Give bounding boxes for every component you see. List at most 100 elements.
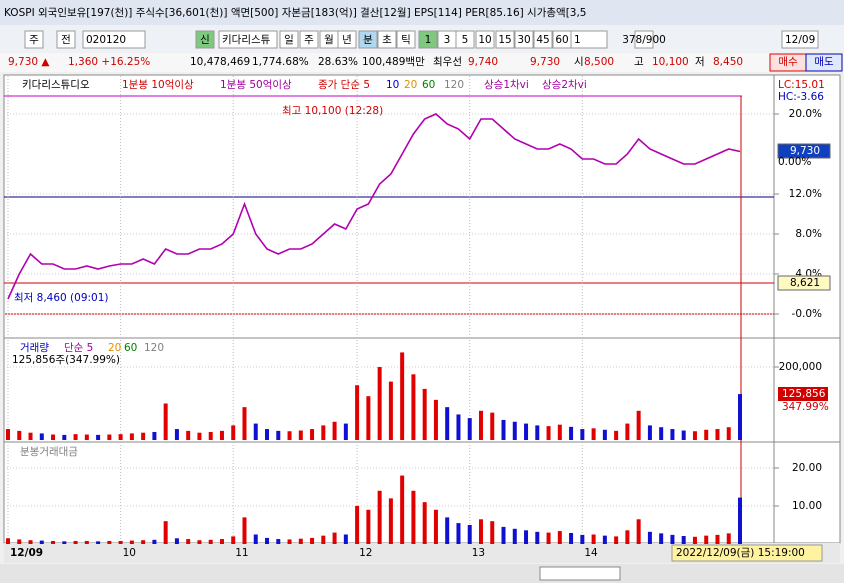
bar	[163, 521, 168, 544]
bar	[422, 388, 427, 440]
side-label: 9,730	[790, 145, 820, 157]
datetime: 2022/12/09(금) 15:19:00	[676, 547, 805, 559]
toolbar-button[interactable]	[24, 30, 44, 49]
quote-item: 시	[574, 56, 584, 68]
toolbar-label: 3	[444, 34, 451, 46]
side-label: 8,621	[790, 277, 820, 289]
toolbar-label: 5	[462, 34, 469, 46]
bar	[186, 430, 191, 440]
bar	[647, 531, 652, 544]
toolbar-button[interactable]	[358, 30, 378, 49]
quote-item: 고	[634, 56, 644, 68]
toolbar-button[interactable]	[418, 30, 438, 49]
bar	[28, 540, 33, 544]
bar	[445, 517, 450, 544]
bar	[715, 429, 720, 440]
toolbar-button[interactable]	[377, 30, 397, 49]
toolbar-label: 378/900	[622, 34, 666, 46]
toolbar-button[interactable]	[570, 30, 608, 49]
annotation: 최저 8,460 (09:01)	[14, 292, 109, 304]
bar	[197, 540, 202, 544]
bar	[715, 534, 720, 544]
bar	[614, 430, 619, 440]
bar	[107, 434, 112, 440]
toolbar-button[interactable]	[475, 30, 495, 49]
bar	[96, 541, 101, 544]
legend-item: 10	[386, 79, 399, 91]
bar	[332, 421, 337, 440]
toolbar-button[interactable]	[299, 30, 319, 49]
bar	[152, 539, 157, 544]
y-tick-label: 200,000	[779, 361, 822, 373]
bar	[704, 429, 709, 440]
bar	[163, 403, 168, 440]
side-label: 0.00%	[778, 156, 811, 168]
toolbar-button[interactable]	[279, 30, 299, 49]
bar	[636, 519, 641, 544]
price-line	[7, 113, 741, 300]
toolbar-button[interactable]	[396, 30, 416, 49]
bar	[400, 475, 405, 544]
legend-item: 120	[444, 79, 464, 91]
bar	[535, 425, 540, 440]
bar	[478, 519, 483, 544]
scrollbar[interactable]	[0, 564, 844, 583]
toolbar-label: 12/09	[785, 34, 815, 46]
toolbar-button[interactable]	[82, 30, 146, 49]
scroll-thumb[interactable]	[539, 566, 621, 581]
x-tick-label: 14	[584, 547, 598, 559]
toolbar-label: 30	[517, 34, 530, 46]
bar	[39, 433, 44, 440]
bar	[231, 536, 236, 544]
bar	[445, 407, 450, 440]
toolbar-button[interactable]	[495, 30, 515, 49]
toolbar-button[interactable]	[781, 30, 819, 49]
bar	[219, 430, 224, 440]
toolbar-label: 년	[342, 34, 352, 46]
y-tick-label: 20.00	[792, 462, 822, 474]
bar	[174, 538, 179, 544]
bar	[692, 536, 697, 544]
legend-item: 단순 5	[64, 342, 93, 354]
toolbar-label: 10	[478, 34, 491, 46]
toolbar-button[interactable]	[218, 30, 278, 49]
quote-item: 8,450	[713, 56, 743, 68]
bar	[501, 419, 506, 440]
toolbar-button[interactable]	[634, 30, 654, 49]
bar	[17, 539, 22, 544]
bar	[726, 427, 731, 440]
bar	[647, 425, 652, 440]
side-label: LC:15.01	[778, 79, 825, 91]
bar	[467, 418, 472, 440]
quote-row	[0, 53, 844, 72]
bar	[298, 430, 303, 440]
toolbar-button[interactable]	[533, 30, 553, 49]
bar	[231, 425, 236, 440]
toolbar-label: 초	[382, 34, 392, 46]
legend-item: 1분봉 50억이상	[220, 79, 292, 91]
legend-item: 120	[144, 342, 164, 354]
bar	[433, 509, 438, 544]
bar	[6, 538, 10, 544]
toolbar-label: 60	[555, 34, 568, 46]
toolbar-button[interactable]	[455, 30, 475, 49]
toolbar-button[interactable]	[337, 30, 357, 49]
bar	[39, 540, 44, 544]
bar	[366, 509, 371, 544]
bar	[298, 538, 303, 544]
y-tick-label: 8.0%	[795, 228, 822, 240]
toolbar-label: 15	[498, 34, 511, 46]
volume-info: 125,856주(347.99%)	[12, 354, 120, 366]
quote-item: 10,100	[652, 56, 689, 68]
bar	[152, 431, 157, 440]
toolbar-button[interactable]	[56, 30, 76, 49]
bar	[692, 431, 697, 440]
side-label: HC:-3.66	[778, 91, 824, 103]
legend-item: 60	[124, 342, 137, 354]
bar	[242, 517, 247, 544]
y-tick-label: 20.0%	[789, 108, 822, 120]
toolbar-button[interactable]	[195, 30, 215, 49]
toolbar-button[interactable]	[514, 30, 534, 49]
sell-button[interactable]	[805, 53, 843, 72]
price-box	[777, 143, 831, 159]
